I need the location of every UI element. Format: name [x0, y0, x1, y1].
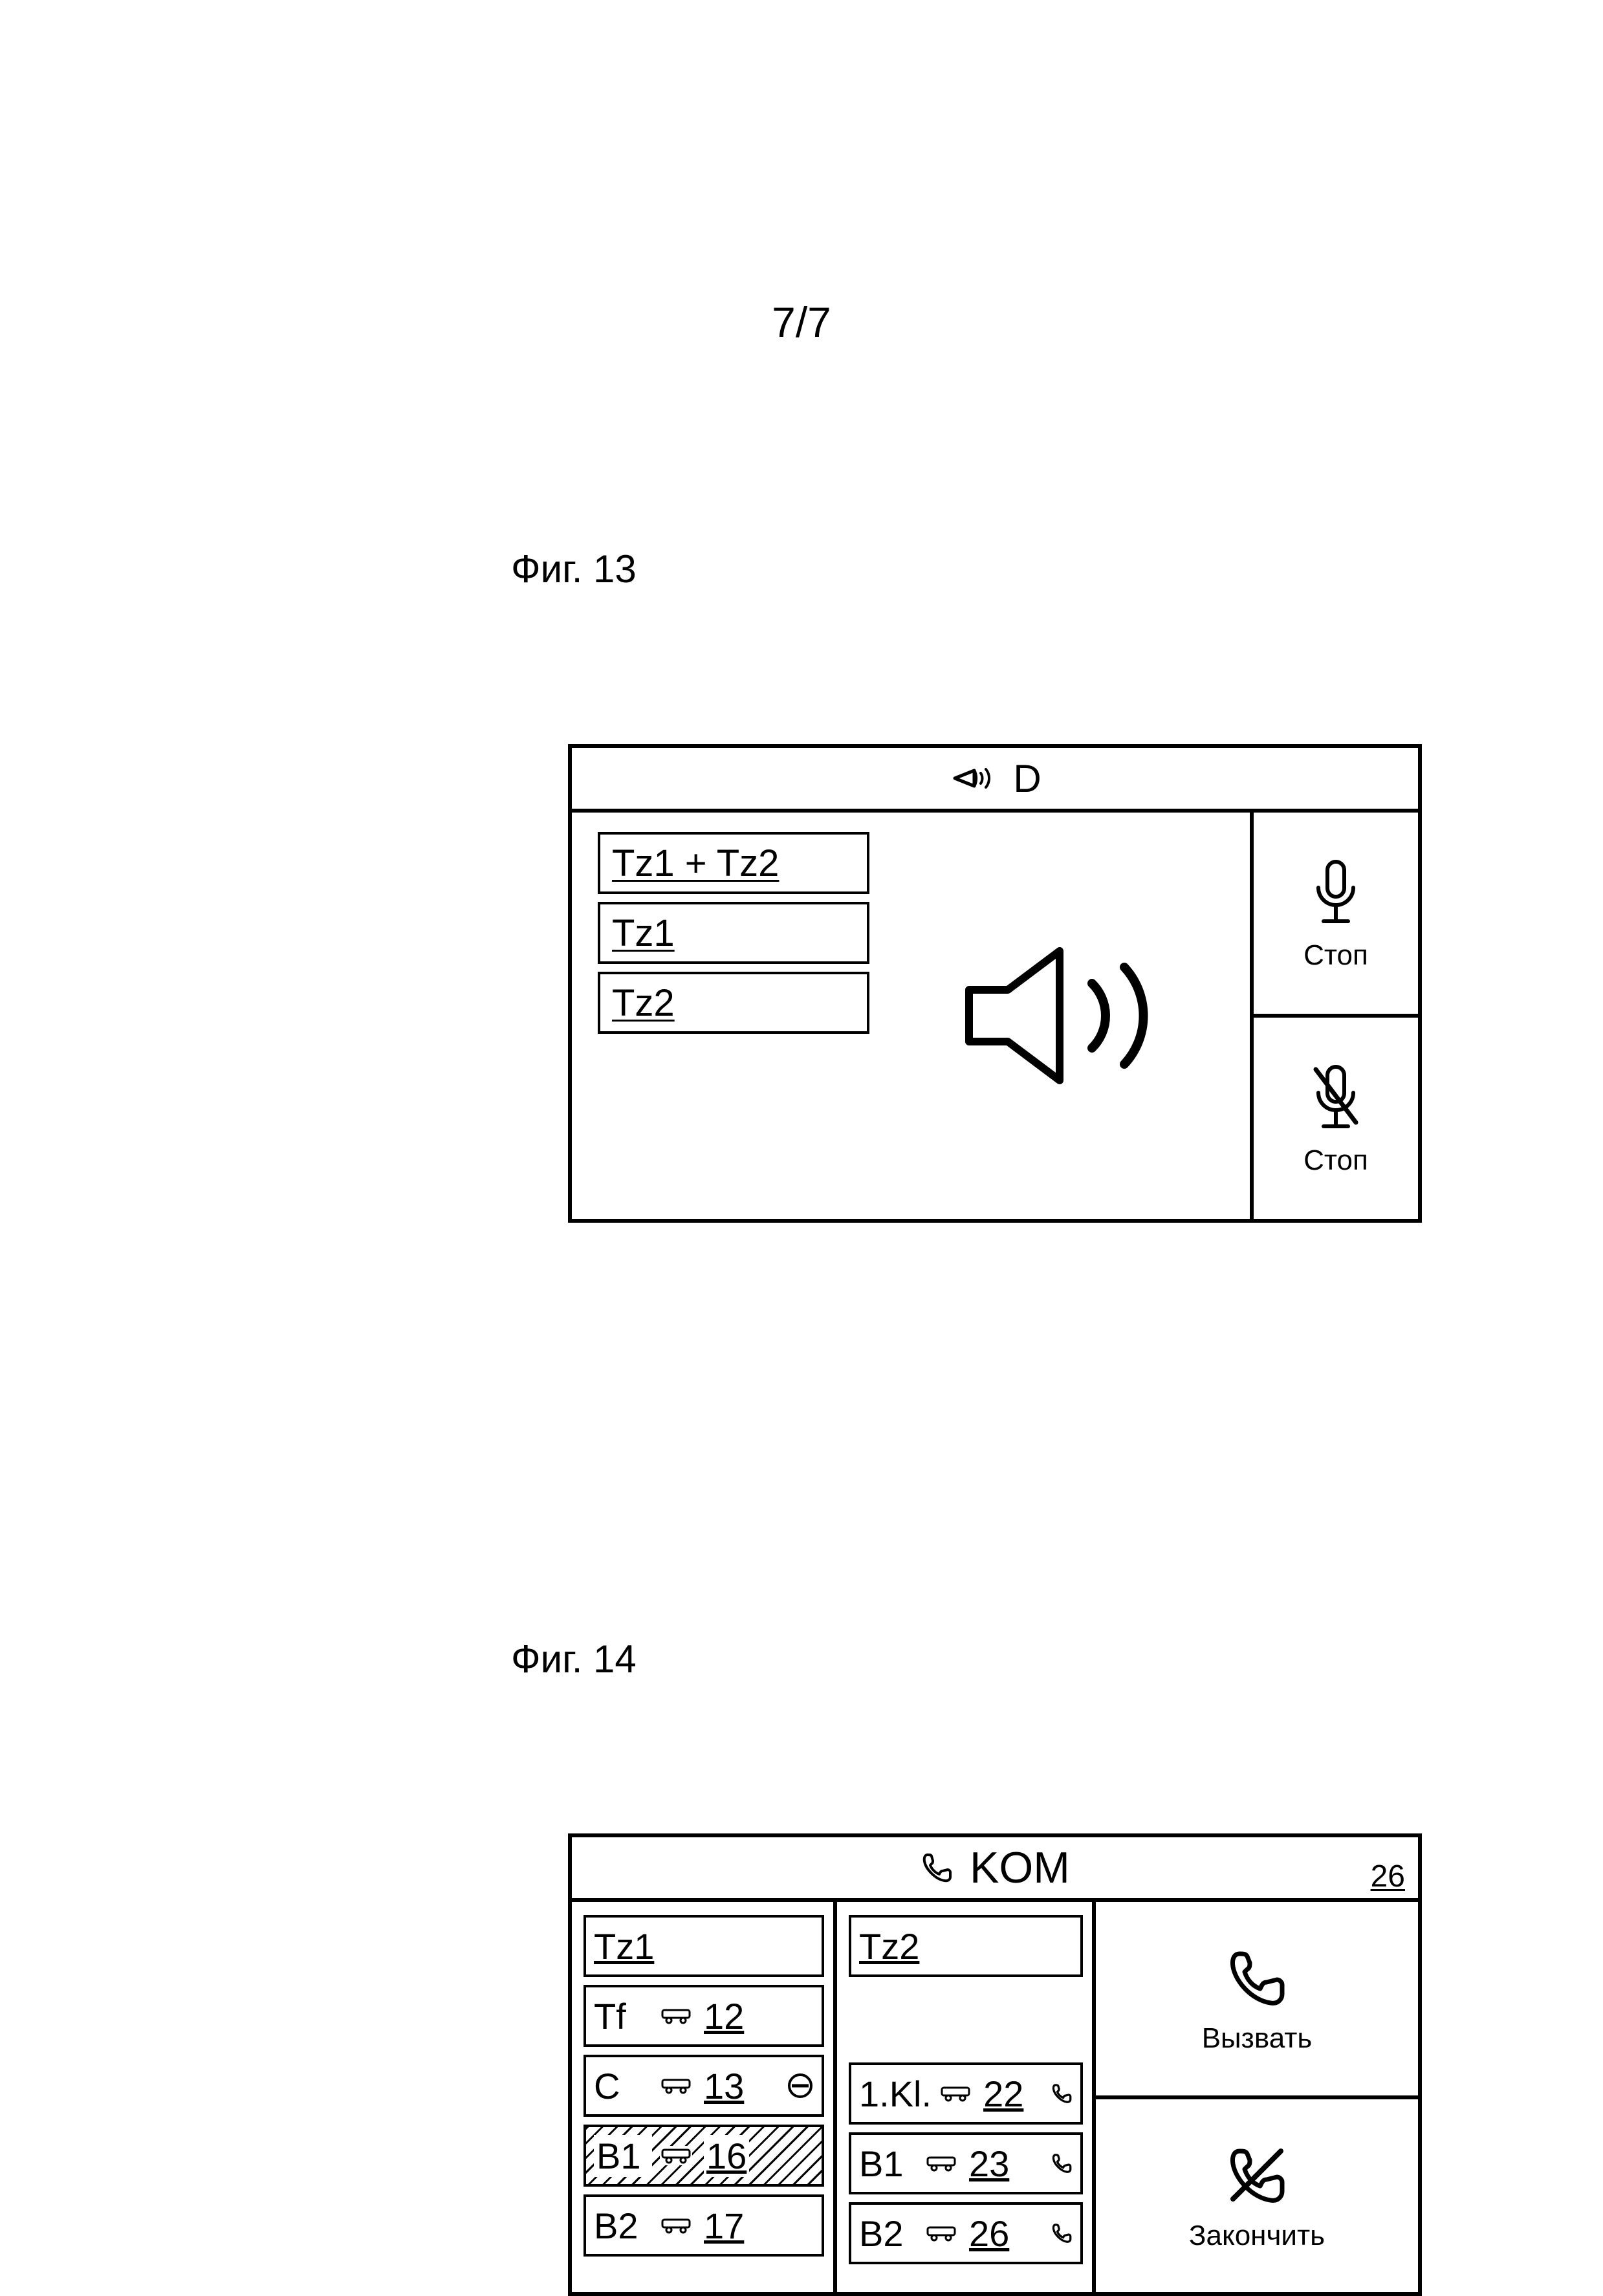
call-label: Вызвать — [1202, 2022, 1313, 2055]
railcar-icon — [660, 2006, 692, 2026]
railcar-icon — [939, 2084, 972, 2103]
fig13-header-letter: D — [1013, 756, 1041, 801]
fig13-panel: D Tz1 + Tz2 Tz1 Tz2 — [568, 744, 1422, 1223]
phone-call-icon — [1221, 1942, 1292, 2013]
microphone-muted-icon — [1307, 1060, 1365, 1138]
fig14-callout: 26 — [1371, 1859, 1405, 1894]
railcar-icon — [660, 2216, 692, 2235]
railcar-icon — [925, 2224, 957, 2243]
phone-small-icon — [1051, 2083, 1073, 2105]
microphone-icon — [1307, 855, 1365, 933]
speaker-icon — [943, 925, 1176, 1106]
mic-on-button[interactable]: Стоп — [1254, 813, 1418, 1018]
fig13-label: Фиг. 13 — [511, 547, 637, 591]
page-number: 7/7 — [772, 298, 831, 347]
col-mid-row-1[interactable]: B1 23 — [849, 2132, 1083, 2194]
mic-on-label: Стоп — [1303, 939, 1368, 972]
col-left-header[interactable]: Tz1 — [583, 1915, 824, 1977]
fig14-col-right: Вызвать Закончить — [1096, 1902, 1418, 2292]
no-entry-icon — [787, 2072, 814, 2099]
fig14-header: KOM 26 — [572, 1837, 1418, 1902]
fig14-label: Фиг. 14 — [511, 1637, 637, 1681]
zone-button-1[interactable]: Tz1 + Tz2 — [598, 832, 869, 894]
end-button[interactable]: Закончить — [1096, 2099, 1418, 2293]
phone-small-icon — [1051, 2222, 1073, 2244]
fig13-zone-list: Tz1 + Tz2 Tz1 Tz2 — [572, 813, 869, 1219]
col-mid-header[interactable]: Tz2 — [849, 1915, 1083, 1977]
speaker-graphic — [869, 813, 1250, 1219]
zone-button-3[interactable]: Tz2 — [598, 972, 869, 1034]
col-mid-row-2[interactable]: B2 26 — [849, 2202, 1083, 2264]
mic-off-label: Стоп — [1303, 1144, 1368, 1177]
mic-off-button[interactable]: Стоп — [1254, 1018, 1418, 1219]
railcar-icon — [660, 2076, 692, 2095]
call-button[interactable]: Вызвать — [1096, 1902, 1418, 2099]
col-left-row-0[interactable]: Tf 12 — [583, 1985, 824, 2047]
phone-small-icon — [1051, 2152, 1073, 2174]
fig14-col-left: Tz1 Tf 12 C 13 B1 — [572, 1902, 837, 2292]
col-left-row-2[interactable]: B1 16 — [583, 2125, 824, 2187]
fig14-header-title: KOM — [970, 1842, 1070, 1893]
phone-end-icon — [1221, 2139, 1292, 2211]
fig14-col-mid: Tz2 1.Kl. 22 B1 23 — [837, 1902, 1096, 2292]
railcar-icon — [925, 2154, 957, 2173]
col-left-row-3[interactable]: B2 17 — [583, 2194, 824, 2257]
fig13-header: D — [572, 748, 1418, 813]
end-label: Закончить — [1189, 2220, 1325, 2252]
zone-button-2[interactable]: Tz1 — [598, 902, 869, 964]
fig14-panel: KOM 26 Tz1 Tf 12 C 13 — [568, 1833, 1422, 2296]
col-mid-row-0[interactable]: 1.Kl. 22 — [849, 2062, 1083, 2125]
railcar-icon — [660, 2146, 692, 2165]
col-left-row-1[interactable]: C 13 — [583, 2055, 824, 2117]
megaphone-icon — [948, 759, 1000, 798]
phone-header-icon — [920, 1851, 954, 1885]
